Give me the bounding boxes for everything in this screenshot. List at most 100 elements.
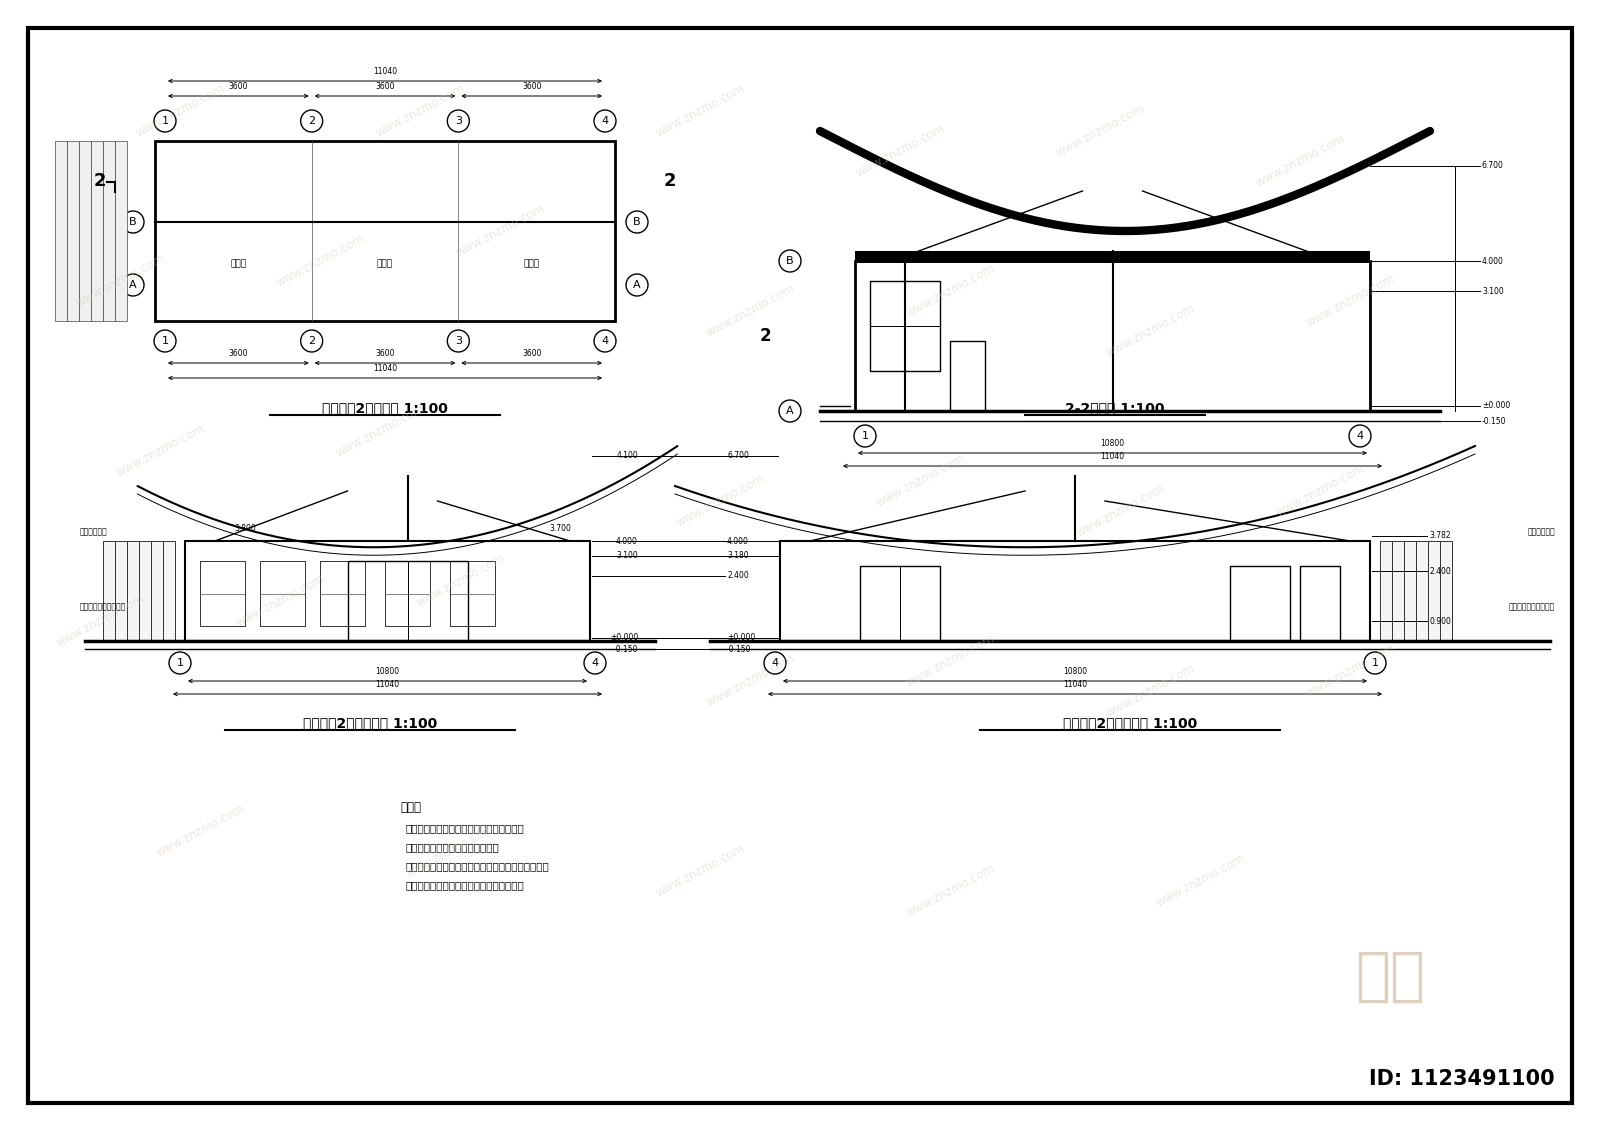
Text: 11040: 11040: [373, 364, 397, 373]
Bar: [102, 541, 115, 641]
Text: www.znzmo.com: www.znzmo.com: [1104, 662, 1197, 720]
Text: -0.150: -0.150: [1482, 416, 1507, 425]
Text: 砂砖破面与科技梯度间: 砂砖破面与科技梯度间: [1509, 602, 1555, 611]
Text: ±0.000: ±0.000: [1482, 402, 1510, 411]
Text: 3.100: 3.100: [1482, 286, 1504, 295]
Bar: [115, 541, 126, 641]
Text: B: B: [786, 256, 794, 266]
Text: www.znzmo.com: www.znzmo.com: [653, 843, 747, 900]
Text: A: A: [786, 406, 794, 416]
Text: www.znzmo.com: www.znzmo.com: [704, 653, 797, 710]
Text: 3: 3: [454, 116, 462, 126]
Text: www.znzmo.com: www.znzmo.com: [1304, 642, 1397, 700]
Bar: [150, 541, 163, 641]
Text: www.znzmo.com: www.znzmo.com: [234, 572, 326, 630]
Text: 3600: 3600: [522, 349, 541, 359]
Bar: [1379, 541, 1392, 641]
Text: www.znzmo.com: www.znzmo.com: [674, 472, 766, 530]
Bar: [1440, 541, 1453, 641]
Text: 一、本图需按标注尺寸施工，不可直接量取: 一、本图需按标注尺寸施工，不可直接量取: [405, 823, 523, 834]
Text: 2: 2: [309, 336, 315, 346]
Text: www.znzmo.com: www.znzmo.com: [704, 282, 797, 340]
Text: 4.000: 4.000: [726, 536, 749, 545]
Text: 4: 4: [1357, 431, 1363, 441]
Text: 3600: 3600: [376, 83, 395, 90]
Text: 砂砖破面与科技梯形间: 砂砖破面与科技梯形间: [80, 602, 126, 611]
Text: www.znzmo.com: www.znzmo.com: [53, 593, 147, 650]
Bar: [386, 561, 430, 625]
Text: 2.400: 2.400: [726, 571, 749, 580]
Text: www.znzmo.com: www.znzmo.com: [413, 552, 507, 610]
Text: A: A: [634, 280, 642, 290]
Text: www.znzmo.com: www.znzmo.com: [874, 452, 966, 510]
Text: www.znzmo.com: www.znzmo.com: [904, 632, 997, 690]
Text: 幼绹石色麦秆: 幼绹石色麦秆: [1528, 527, 1555, 536]
Text: -0.150: -0.150: [726, 645, 752, 654]
Text: 3600: 3600: [522, 83, 541, 90]
Bar: [450, 561, 494, 625]
Text: 2-2剪面图 1:100: 2-2剪面图 1:100: [1066, 402, 1165, 415]
Text: 1: 1: [1371, 658, 1379, 668]
Text: www.znzmo.com: www.znzmo.com: [154, 802, 246, 860]
Text: 6.700: 6.700: [1482, 162, 1504, 171]
Bar: [854, 261, 1370, 411]
Text: 3.782: 3.782: [1429, 532, 1451, 541]
Text: 3.800: 3.800: [234, 524, 256, 533]
Bar: [1416, 541, 1429, 641]
Bar: [320, 561, 365, 625]
Text: ±0.000: ±0.000: [610, 633, 638, 642]
Bar: [1230, 566, 1290, 641]
Text: 2: 2: [94, 173, 106, 190]
Text: 0.900: 0.900: [1429, 616, 1451, 625]
Bar: [186, 541, 590, 641]
Text: www.znzmo.com: www.znzmo.com: [274, 232, 366, 290]
Text: B: B: [634, 217, 642, 227]
Bar: [126, 541, 139, 641]
Bar: [200, 561, 245, 625]
Text: 11040: 11040: [376, 680, 400, 689]
Bar: [259, 561, 306, 625]
Bar: [950, 342, 986, 411]
Bar: [67, 141, 78, 321]
Bar: [91, 141, 102, 321]
Bar: [155, 141, 614, 321]
Bar: [54, 141, 67, 321]
Text: www.znzmo.com: www.znzmo.com: [653, 83, 747, 140]
Text: www.znzmo.com: www.znzmo.com: [403, 822, 496, 880]
Text: 6.700: 6.700: [726, 451, 749, 460]
Text: 3: 3: [454, 336, 462, 346]
Text: 4: 4: [592, 658, 598, 668]
Text: 1: 1: [162, 116, 168, 126]
Text: 3.700: 3.700: [549, 524, 571, 533]
Text: 3600: 3600: [229, 83, 248, 90]
Text: B: B: [130, 217, 138, 227]
Text: 値班室: 値班室: [378, 259, 394, 268]
Bar: [102, 141, 115, 321]
Text: 11040: 11040: [1062, 680, 1086, 689]
Text: ID: 1123491100: ID: 1123491100: [1370, 1069, 1555, 1089]
Text: 3.180: 3.180: [726, 552, 749, 561]
Text: 1: 1: [861, 431, 869, 441]
Text: www.znzmo.com: www.znzmo.com: [1154, 852, 1246, 910]
Text: www.znzmo.com: www.znzmo.com: [853, 122, 947, 180]
Text: 10800: 10800: [376, 667, 400, 676]
Text: www.znzmo.com: www.znzmo.com: [1104, 302, 1197, 360]
Bar: [163, 541, 174, 641]
Text: -0.150: -0.150: [613, 645, 638, 654]
Text: A: A: [130, 280, 138, 290]
Text: 幼绹石色麦秆: 幼绹石色麦秆: [80, 527, 107, 536]
Text: 3600: 3600: [376, 349, 395, 359]
Text: 2.400: 2.400: [1429, 567, 1451, 576]
Text: 主入口门2室北立面图 1:100: 主入口门2室北立面图 1:100: [1062, 716, 1197, 729]
Text: 4.000: 4.000: [616, 536, 638, 545]
Bar: [870, 280, 941, 371]
Text: 4: 4: [602, 336, 608, 346]
Text: 2: 2: [664, 173, 677, 190]
Text: 四、本图单位标高以米计，其他以毫米计。: 四、本图单位标高以米计，其他以毫米计。: [405, 880, 523, 890]
Bar: [1405, 541, 1416, 641]
Bar: [781, 541, 1370, 641]
Text: 门卫室: 门卫室: [523, 259, 539, 268]
Text: 3.100: 3.100: [616, 552, 638, 561]
Bar: [78, 141, 91, 321]
Text: www.znzmo.com: www.znzmo.com: [114, 422, 206, 480]
